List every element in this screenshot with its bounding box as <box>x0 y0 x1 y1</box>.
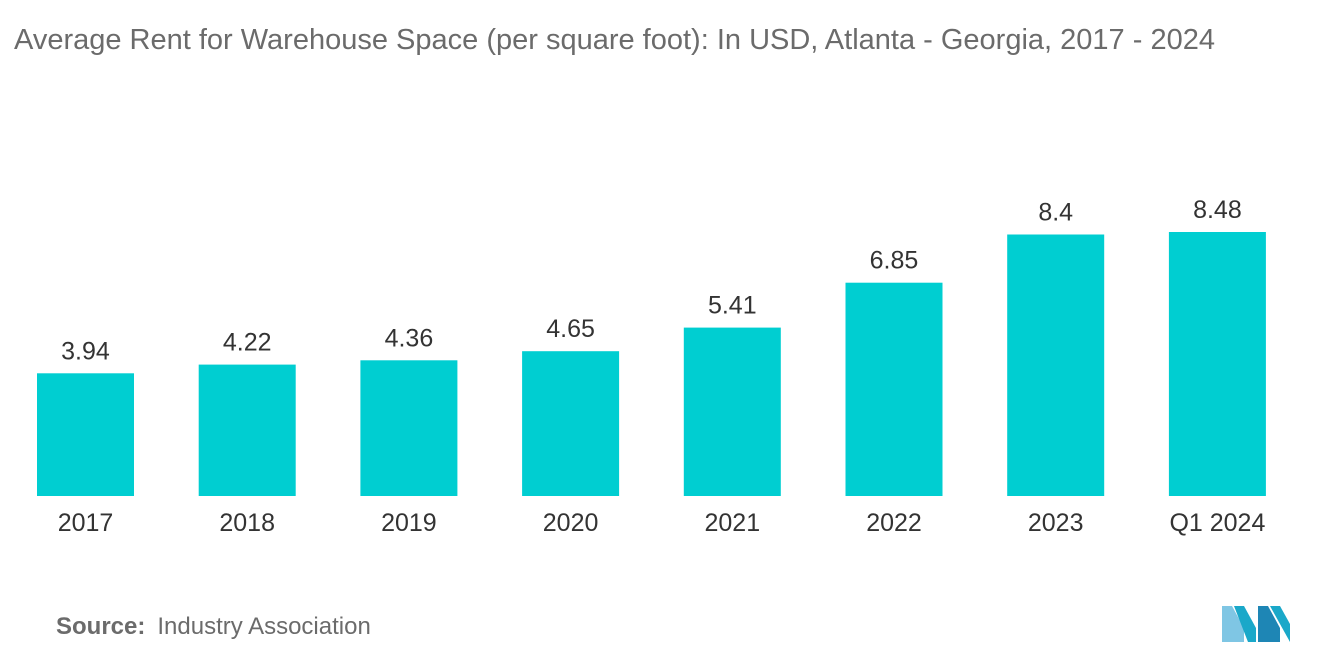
bar-q1-2024 <box>1168 232 1266 496</box>
data-label-2018: 4.22 <box>223 329 272 357</box>
data-label-2021: 5.41 <box>708 292 757 320</box>
logo-shape-3 <box>1258 606 1280 642</box>
data-label-q1-2024: 8.48 <box>1193 196 1242 224</box>
bar-2017 <box>37 373 134 496</box>
logo-shape-2 <box>1234 606 1256 642</box>
bar-2023 <box>1007 234 1105 496</box>
logo-shape-1 <box>1222 606 1244 642</box>
company-logo <box>1222 606 1290 642</box>
logo-shape-4 <box>1270 606 1290 642</box>
x-tick-label-2017: 2017 <box>58 509 114 537</box>
data-label-2020: 4.65 <box>546 315 595 343</box>
x-tick-label-q1-2024: Q1 2024 <box>1169 509 1265 537</box>
bar-2020 <box>522 351 620 496</box>
data-label-2023: 8.4 <box>1038 199 1073 227</box>
source-note: Source: Industry Association <box>56 613 371 641</box>
x-tick-label-2021: 2021 <box>704 509 760 537</box>
x-tick-label-2019: 2019 <box>381 509 437 537</box>
data-label-2022: 6.85 <box>870 247 919 275</box>
bar-2021 <box>683 327 781 496</box>
x-tick-label-2018: 2018 <box>219 509 275 537</box>
bar-2018 <box>198 364 296 496</box>
chart-title: Average Rent for Warehouse Space (per sq… <box>14 24 1215 56</box>
bar-2022 <box>845 282 943 496</box>
x-tick-label-2022: 2022 <box>866 509 922 537</box>
bar-2019 <box>360 360 458 496</box>
source-text: Industry Association <box>157 613 371 640</box>
data-label-2019: 4.36 <box>385 324 434 352</box>
x-tick-label-2020: 2020 <box>543 509 599 537</box>
data-label-2017: 3.94 <box>61 337 110 365</box>
source-label: Source: <box>56 613 146 640</box>
x-tick-label-2023: 2023 <box>1028 509 1084 537</box>
